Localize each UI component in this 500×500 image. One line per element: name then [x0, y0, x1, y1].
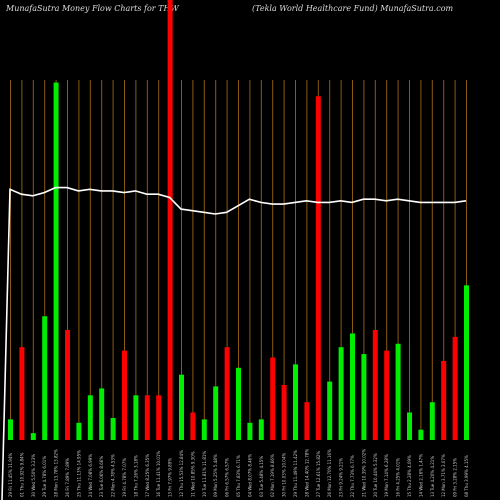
money-flow-bar [201, 419, 207, 440]
x-tick-label: 25 Thu 11.13% 14.95% [76, 450, 81, 497]
money-flow-bar [42, 316, 48, 440]
money-flow-bar [190, 412, 196, 440]
x-tick-label: 29 Tue 4.78% 6.01% [42, 456, 47, 497]
chart-title-right: (Tekla World Healthcare Fund) MunafaSutr… [252, 4, 454, 13]
x-tick-label: 13 Tue 4.20% 4.21% [430, 456, 435, 497]
x-tick-label: 22 Thu 7.73% 6.77% [350, 455, 355, 497]
x-tick-label: 30 Wed 5.50% 3.23% [31, 454, 36, 497]
money-flow-bar [384, 350, 390, 440]
x-tick-label: 13 Fri 7.97% 9.89% [168, 458, 173, 497]
x-tick-label: 23 Tue 6.06% 8.66% [99, 456, 104, 497]
money-flow-bar [224, 347, 230, 440]
x-tick-label: 26 Fri 7.89% 7.89% [65, 458, 70, 497]
money-flow-bar [407, 412, 412, 440]
x-tick-label: 24 Wed 7.08% 6.99% [88, 454, 93, 497]
money-flow-bar [293, 364, 298, 440]
x-tick-label: 18 Thu 7.26% 3.18% [133, 455, 138, 497]
money-flow-bar [441, 360, 447, 440]
chart-title-left: MunafaSutra Money Flow Charts for THW [6, 4, 179, 13]
x-tick-label: 05 Thu 7.83% 6.71% [236, 455, 241, 497]
price-line [1, 186, 467, 500]
money-flow-bar [8, 419, 13, 440]
money-flow-bar [236, 367, 241, 440]
x-tick-label: 19 Mon 7.14% 6.28% [384, 454, 389, 497]
money-flow-bar [361, 354, 367, 440]
x-tick-label: 08 Thu 3.99% 4.15% [464, 455, 469, 497]
x-tick-label: 09 Mon 5.25% 5.48% [213, 454, 218, 497]
x-tick-label: 12 Mon 3.71% 3.07% [441, 454, 446, 497]
money-flow-bar [395, 343, 401, 440]
x-tick-label: 09 Fri 3.28% 2.15% [453, 458, 458, 497]
money-flow-bar [122, 350, 127, 440]
money-flow-bar [110, 418, 116, 440]
x-tick-label: 03 Tue 5.48% 4.15% [259, 456, 264, 497]
x-tick-label: 27 Tue 12.61% 15.82% [316, 451, 321, 497]
x-tick-label: 01 Thu 10.92% 9.84% [19, 452, 24, 497]
x-tick-label: 28 Mon 13.78% 13.82% [54, 449, 59, 497]
x-tick-label: 23 Fri 9.24% 9.21% [339, 458, 344, 497]
money-flow-bar [87, 395, 93, 440]
money-flow-bar [213, 386, 219, 440]
money-flow-bar [65, 330, 70, 440]
money-flow-bar [258, 419, 264, 440]
x-tick-label: 29 Fri 11.45% 11.94% [8, 453, 13, 497]
x-tick-label: 20 Tue 10.44% 5.32% [373, 453, 378, 497]
money-flow-bar [247, 422, 253, 440]
money-flow-bar [270, 357, 276, 440]
money-flow-bar [30, 433, 36, 440]
x-tick-label: 30 Fri 10.03% 10.04% [282, 453, 287, 497]
money-flow-bar [53, 82, 59, 440]
x-tick-label: 11 Wed 10.85% 9.30% [190, 451, 195, 497]
money-flow-bar [281, 385, 287, 440]
money-flow-bar [304, 402, 310, 440]
x-tick-label: 21 Wed 10.39% 10.02% [361, 449, 366, 497]
x-tick-label: 12 Thu 15.53% 12.84% [179, 450, 184, 497]
money-flow-bar [418, 429, 424, 440]
x-tick-label: 10 Tue 11.81% 11.81% [202, 451, 207, 497]
money-flow-bar [19, 347, 25, 440]
money-flow-bar [350, 333, 355, 440]
x-tick-label: 22 Mon 4.78% 4.53% [111, 454, 116, 497]
x-tick-label: 19 Fri 4.78% 7.07% [122, 458, 127, 497]
money-flow-bar [76, 422, 82, 440]
x-tick-label: 28 Wed 14.40% 12.78% [304, 449, 309, 497]
money-flow-bar [156, 395, 162, 440]
x-tick-label: 15 Thu 2.28% 4.09% [407, 455, 412, 497]
x-tick-label: 26 Mon 12.70% 11.16% [327, 449, 332, 497]
money-flow-bar [167, 0, 173, 440]
x-tick-label: 16 Tue 11.41% 10.01% [156, 451, 161, 497]
money-flow-bar [464, 285, 469, 440]
x-tick-label: 02 Mon 7.19% 8.66% [270, 454, 275, 497]
money-flow-bar [429, 402, 435, 440]
x-tick-label: 16 Fri 4.25% 4.01% [396, 458, 401, 497]
money-flow-bar [144, 395, 150, 440]
x-tick-label: 17 Wed 8.25% 6.35% [145, 454, 150, 497]
x-tick-label: 04 Wed 8.07% 8.46% [247, 454, 252, 497]
money-flow-bar [133, 395, 139, 440]
money-flow-bar [179, 374, 184, 440]
x-tick-label: 06 Fri 6.57% 6.57% [225, 458, 230, 497]
money-flow-bar [372, 330, 378, 440]
x-tick-label: 14 Wed 2.16% 1.47% [418, 454, 423, 497]
money-flow-bar [315, 96, 321, 440]
money-flow-bar [338, 347, 344, 440]
money-flow-bar [452, 336, 458, 440]
money-flow-bar [327, 381, 333, 440]
money-flow-bar [99, 388, 105, 440]
x-tick-label: 29 Thu 11.49% 11.42% [293, 450, 298, 497]
